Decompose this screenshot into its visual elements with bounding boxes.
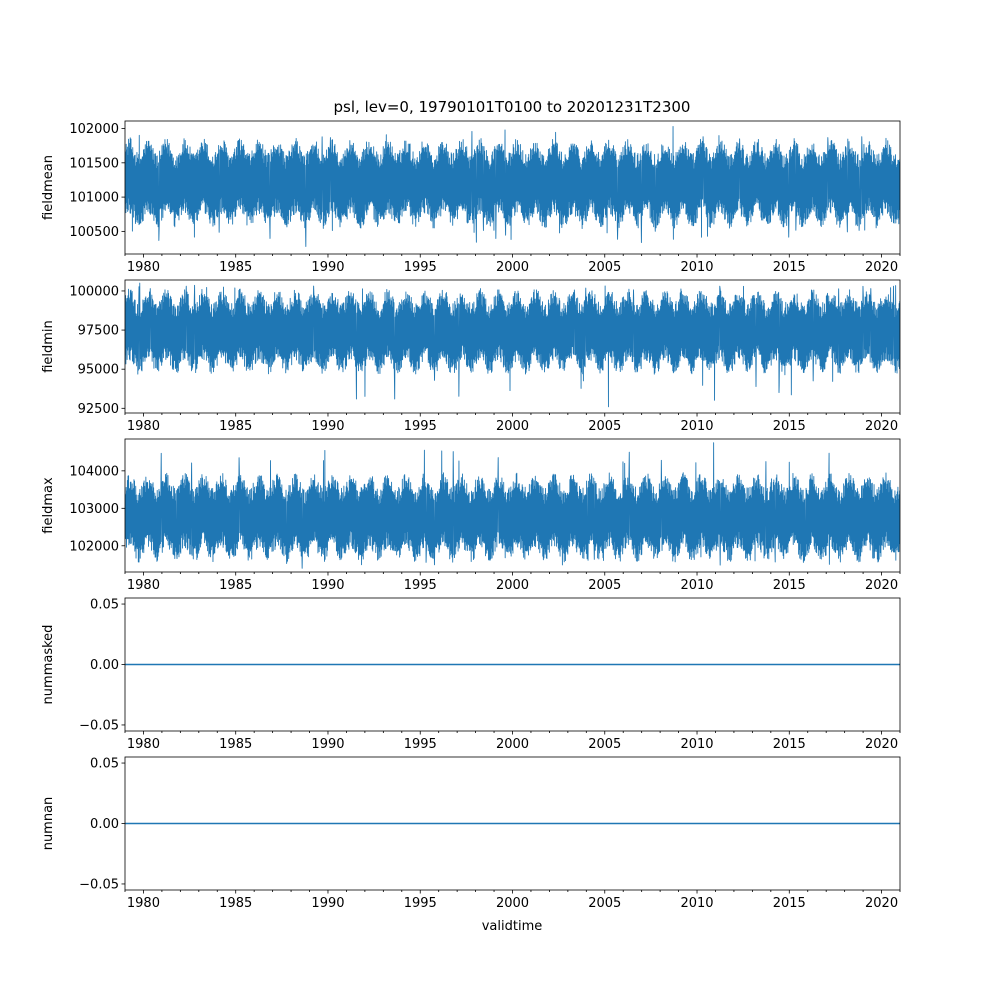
y-tick-label-fieldmin: 97500: [78, 324, 119, 339]
x-tick-label-fieldmean: 2005: [588, 260, 621, 275]
panel-numnan: −0.05 0.00 0.05 1980 1985 1990 1995 2000 2005 201…: [41, 757, 901, 911]
x-tick-label-fieldmean: 2015: [773, 260, 806, 275]
figure-title: psl, lev=0, 19790101T0100 to 20201231T23…: [334, 98, 691, 116]
x-tick-label-fieldmax: 2020: [865, 578, 898, 593]
x-tick-label-nummasked: 2015: [773, 737, 806, 752]
x-tick-label-numnan: 2015: [773, 896, 806, 911]
x-tick-label-fieldmin: 1985: [219, 419, 252, 434]
panel-fieldmin: 92500 95000 97500 100000 1980 1985 1990 1995 200…: [41, 279, 901, 434]
x-tick-label-fieldmax: 1995: [404, 578, 437, 593]
y-axis-label-fieldmax: fieldmax: [41, 477, 56, 534]
x-tick-label-fieldmax: 1980: [127, 578, 160, 593]
y-tick-label-numnan: 0.05: [90, 757, 119, 772]
y-tick-label-fieldmean: 101500: [69, 156, 119, 171]
x-tick-label-fieldmin: 2020: [865, 419, 898, 434]
x-tick-label-fieldmean: 2000: [496, 260, 529, 275]
x-tick-label-numnan: 1995: [404, 896, 437, 911]
x-tick-label-numnan: 1990: [311, 896, 344, 911]
x-tick-label-fieldmax: 2005: [588, 578, 621, 593]
y-tick-label-fieldmean: 100500: [69, 225, 119, 240]
x-tick-label-numnan: 2000: [496, 896, 529, 911]
y-tick-label-fieldmean: 102000: [69, 122, 119, 137]
x-tick-label-fieldmean: 1985: [219, 260, 252, 275]
panels: 100500 101000 101500 102000 1980 1985 1990 1995…: [41, 120, 901, 911]
x-tick-label-numnan: 2010: [680, 896, 713, 911]
series-line-fieldmax: [125, 442, 900, 569]
y-tick-label-fieldmin: 100000: [69, 284, 119, 299]
y-tick-label-fieldmin: 92500: [78, 402, 119, 417]
y-tick-label-fieldmin: 95000: [78, 363, 119, 378]
y-tick-label-nummasked: 0.00: [90, 658, 119, 673]
y-axis-label-numnan: numnan: [41, 797, 56, 851]
x-tick-label-nummasked: 2020: [865, 737, 898, 752]
panel-nummasked: −0.05 0.00 0.05 1980 1985 1990 1995 2000 2005 201…: [41, 598, 901, 752]
x-tick-label-nummasked: 1995: [404, 737, 437, 752]
y-tick-label-numnan: −0.05: [79, 877, 119, 892]
x-tick-label-fieldmax: 1985: [219, 578, 252, 593]
y-tick-label-fieldmax: 103000: [69, 502, 119, 517]
y-tick-label-numnan: 0.00: [90, 817, 119, 832]
x-tick-label-numnan: 2005: [588, 896, 621, 911]
y-axis-label-fieldmin: fieldmin: [41, 320, 56, 373]
y-tick-label-nummasked: 0.05: [90, 598, 119, 613]
panel-fieldmean: 100500 101000 101500 102000 1980 1985 1990 1995…: [41, 120, 901, 275]
y-tick-label-fieldmax: 104000: [69, 464, 119, 479]
x-tick-label-nummasked: 1990: [311, 737, 344, 752]
x-tick-label-fieldmin: 1995: [404, 419, 437, 434]
y-axis-label-fieldmean: fieldmean: [41, 155, 56, 220]
y-tick-label-nummasked: −0.05: [79, 718, 119, 733]
x-tick-label-fieldmean: 2010: [680, 260, 713, 275]
x-tick-label-nummasked: 1985: [219, 737, 252, 752]
x-tick-label-fieldmax: 1990: [311, 578, 344, 593]
x-tick-label-numnan: 1985: [219, 896, 252, 911]
x-tick-label-nummasked: 2005: [588, 737, 621, 752]
x-tick-label-fieldmax: 2010: [680, 578, 713, 593]
series-line-fieldmin: [125, 282, 900, 408]
series-line-fieldmean: [125, 126, 900, 247]
y-tick-label-fieldmean: 101000: [69, 191, 119, 206]
x-tick-label-fieldmax: 2015: [773, 578, 806, 593]
x-tick-label-fieldmin: 2010: [680, 419, 713, 434]
x-tick-label-fieldmin: 2015: [773, 419, 806, 434]
x-tick-label-numnan: 2020: [865, 896, 898, 911]
x-tick-label-nummasked: 1980: [127, 737, 160, 752]
panel-fieldmax: 102000 103000 104000 1980 1985 1990 1995 2000 20…: [41, 438, 901, 593]
x-tick-label-fieldmin: 2000: [496, 419, 529, 434]
x-tick-label-numnan: 1980: [127, 896, 160, 911]
x-tick-label-fieldmean: 1990: [311, 260, 344, 275]
x-tick-label-fieldmean: 1995: [404, 260, 437, 275]
x-tick-label-fieldmin: 1980: [127, 419, 160, 434]
x-tick-label-fieldmin: 1990: [311, 419, 344, 434]
x-tick-label-nummasked: 2000: [496, 737, 529, 752]
y-axis-label-nummasked: nummasked: [41, 625, 56, 705]
x-axis-label: validtime: [482, 919, 543, 934]
x-tick-label-fieldmax: 2000: [496, 578, 529, 593]
x-tick-label-fieldmean: 1980: [127, 260, 160, 275]
x-tick-label-fieldmean: 2020: [865, 260, 898, 275]
x-tick-label-nummasked: 2010: [680, 737, 713, 752]
y-tick-label-fieldmax: 102000: [69, 539, 119, 554]
x-tick-label-fieldmin: 2005: [588, 419, 621, 434]
